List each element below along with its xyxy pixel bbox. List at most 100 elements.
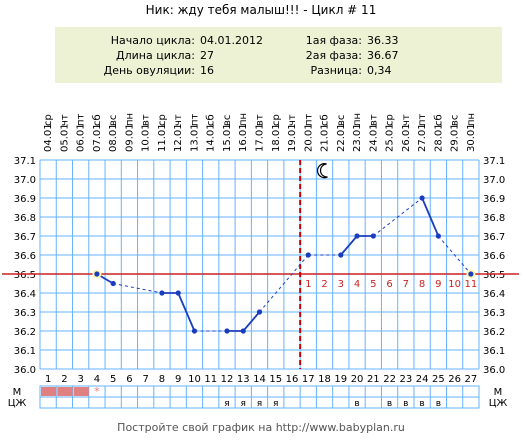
date-label: 13.01 — [189, 123, 200, 152]
post-ovulation-number: 8 — [419, 279, 425, 290]
diff-label: Разница: — [310, 64, 363, 77]
date-label: 08.01 — [108, 123, 119, 152]
date-label: 28.01 — [433, 123, 444, 152]
day-number: 26 — [448, 374, 461, 385]
weekday-label: ср — [157, 114, 168, 126]
date-label: 10.01 — [141, 123, 152, 152]
y-tick-label-left: 36.7 — [14, 232, 36, 243]
y-tick-label-left: 37.1 — [14, 156, 36, 167]
day-number: 18 — [318, 374, 331, 385]
y-tick-label-left: 36.1 — [14, 346, 36, 357]
czh-mark: в — [403, 399, 408, 409]
post-ovulation-number: 5 — [370, 279, 376, 290]
temperature-line-segment — [177, 292, 196, 332]
day-number: 1 — [45, 374, 51, 385]
weekday-label: пн — [466, 113, 477, 126]
date-label: 09.01 — [124, 123, 135, 152]
post-ovulation-number: 2 — [321, 279, 327, 290]
cycle-info-panel: Начало цикла: 04.01.2012 Длина цикла: 27… — [55, 27, 502, 83]
weekday-label: пт — [417, 113, 428, 126]
y-tick-label-right: 37.0 — [483, 175, 505, 186]
ovulation-label: День овуляции: — [103, 64, 195, 77]
day-number: 13 — [237, 374, 250, 385]
czh-mark: я — [273, 399, 278, 409]
czh-mark: в — [436, 399, 441, 409]
weekday-label: сб — [92, 114, 103, 126]
weekday-label: чт — [401, 114, 412, 126]
czh-mark: я — [224, 399, 229, 409]
diff-value: 0,34 — [367, 64, 392, 77]
weekday-label: чт — [287, 114, 298, 126]
temperature-line-segment — [242, 311, 261, 332]
temperature-point — [354, 233, 360, 239]
temperature-line-segment — [113, 283, 163, 294]
start-label: Начало цикла: — [110, 34, 195, 47]
temperature-point — [256, 309, 263, 315]
phase1-value: 36.33 — [367, 34, 399, 47]
y-tick-label-right: 36.5 — [483, 270, 505, 281]
y-tick-label-right: 36.3 — [483, 308, 505, 319]
czh-mark: в — [387, 399, 392, 409]
date-label: 24.01 — [368, 123, 379, 152]
date-label: 16.01 — [238, 123, 249, 152]
date-label: 19.01 — [287, 123, 298, 152]
y-tick-label-right: 36.0 — [483, 365, 505, 376]
temperature-line-segment — [421, 197, 440, 237]
temperature-point — [110, 280, 116, 287]
czh-mark: я — [257, 399, 262, 409]
day-number: 21 — [367, 374, 380, 385]
menstruation-cell — [57, 387, 73, 396]
weekday-label: пт — [76, 113, 87, 126]
day-number: 2 — [61, 374, 67, 385]
start-value: 04.01.2012 — [200, 34, 263, 47]
day-number: 15 — [269, 374, 282, 385]
date-label: 12.01 — [173, 123, 184, 152]
day-number: 11 — [204, 374, 217, 385]
y-tick-label-left: 36.2 — [14, 327, 36, 338]
day-number: 23 — [399, 374, 412, 385]
weekday-label: чт — [173, 114, 184, 126]
chart-title: Ник: жду тебя малыш!!! - Цикл # 11 — [145, 3, 377, 17]
temperature-point — [468, 271, 474, 277]
weekday-label: вс — [450, 115, 461, 126]
weekday-label: пн — [238, 113, 249, 126]
date-label: 29.01 — [450, 123, 461, 152]
temperature-line-segment — [373, 197, 423, 237]
temperature-point — [435, 233, 441, 239]
czh-mark: в — [419, 399, 424, 409]
m-row — [39, 385, 480, 398]
post-ovulation-number: 3 — [338, 279, 344, 290]
temperature-line-segment — [340, 235, 358, 256]
weekday-label: сб — [206, 114, 217, 126]
y-tick-label-left: 37.0 — [14, 175, 36, 186]
temperature-point — [94, 271, 100, 277]
date-label: 07.01 — [92, 123, 103, 152]
day-number: 7 — [142, 374, 148, 385]
day-number: 24 — [416, 374, 429, 385]
length-value: 27 — [200, 49, 214, 62]
day-number: 22 — [383, 374, 396, 385]
day-number: 19 — [334, 374, 347, 385]
day-number: 17 — [302, 374, 315, 385]
czh-row — [39, 396, 480, 409]
post-ovulation-number: 9 — [435, 279, 441, 290]
y-tick-label-left: 36.3 — [14, 308, 36, 319]
temperature-point — [224, 328, 230, 334]
y-tick-label-right: 36.6 — [483, 251, 505, 262]
post-ovulation-number: 11 — [465, 279, 478, 290]
post-ovulation-number: 4 — [354, 279, 360, 290]
date-label: 26.01 — [401, 123, 412, 152]
weekday-label: пт — [189, 113, 200, 126]
weekday-label: пн — [124, 113, 135, 126]
date-label: 23.01 — [352, 123, 363, 152]
y-tick-label-left: 36.5 — [14, 270, 36, 281]
temperature-point — [419, 195, 425, 201]
czh-mark: в — [354, 399, 359, 409]
date-label: 15.01 — [222, 123, 233, 152]
y-tick-label-right: 36.4 — [483, 289, 505, 300]
y-tick-label-right: 36.8 — [483, 213, 505, 224]
row-label-m-left: М — [13, 387, 22, 398]
weekday-label: чт — [59, 114, 70, 126]
temperature-point — [370, 233, 376, 239]
